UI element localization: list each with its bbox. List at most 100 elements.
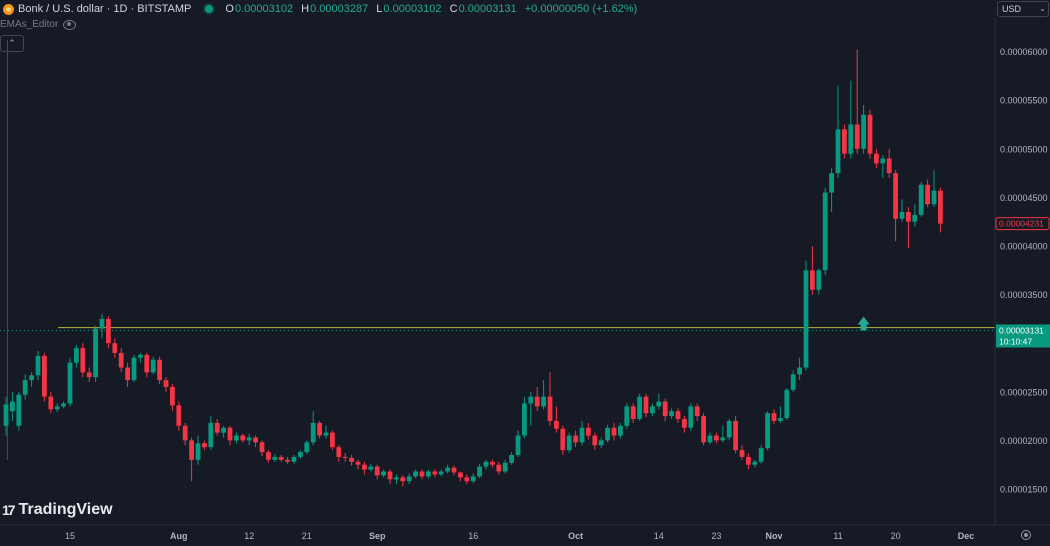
x-tick-label: Dec	[958, 531, 975, 541]
candle-body	[918, 184, 924, 215]
y-tick-label: 0.00005000	[1000, 144, 1048, 154]
indicator-name[interactable]: EMAs_Editor	[0, 19, 59, 30]
candle-body	[688, 406, 694, 428]
candle-body	[605, 427, 610, 441]
candle-body	[189, 440, 194, 460]
candle-body	[253, 437, 258, 443]
candle-body	[880, 158, 886, 164]
candle-body	[790, 374, 796, 390]
candle-body	[285, 459, 290, 462]
candle-body	[317, 422, 322, 436]
indicator-legend[interactable]: EMAs_Editor	[0, 19, 77, 30]
chevron-down-icon: ⌄	[1039, 4, 1046, 13]
candle-body	[195, 443, 201, 460]
high-label: H	[301, 3, 310, 15]
candle-body	[163, 380, 169, 387]
candle-body	[810, 270, 815, 290]
candle-body	[278, 456, 284, 460]
x-tick-label: 12	[244, 531, 254, 541]
candle-body	[368, 466, 374, 470]
candle-body	[272, 456, 278, 460]
y-tick-label: 0.00006000	[1000, 47, 1048, 57]
close-label: C	[449, 3, 458, 15]
candle-body	[694, 406, 700, 417]
candle-body	[784, 389, 790, 419]
change-value: +0.00000050 (+1.62%)	[524, 3, 638, 15]
open-label: O	[225, 3, 234, 15]
x-tick-label: Aug	[170, 531, 188, 541]
candle-body	[394, 477, 399, 480]
candle-body	[387, 471, 393, 480]
logo-text: TradingView	[18, 501, 113, 518]
eye-icon[interactable]	[63, 19, 77, 30]
candle-body	[93, 328, 98, 378]
tradingview-logo[interactable]: 17 TradingView	[2, 501, 113, 519]
candle-body	[490, 461, 495, 465]
candle-body	[534, 396, 540, 407]
candle-body	[771, 413, 777, 421]
candle-body	[842, 129, 847, 154]
candle-body	[765, 413, 770, 449]
candle-body	[259, 442, 265, 453]
candle-body	[342, 456, 348, 458]
gear-icon[interactable]	[1021, 530, 1031, 540]
candle-body	[624, 406, 630, 426]
candle-body	[419, 471, 425, 477]
collapse-legend-button[interactable]: ⌃	[0, 35, 24, 52]
candle-body	[451, 467, 457, 473]
candle-body	[874, 153, 879, 164]
candle-body	[266, 452, 271, 460]
candle-body	[816, 270, 822, 290]
candle-body	[586, 427, 591, 436]
candle-body	[573, 435, 578, 443]
last-close-tag	[995, 217, 1050, 231]
tradingview-mark-icon: 17	[2, 502, 16, 518]
candle-body	[118, 352, 124, 368]
ohlc-values: O0.00003102 H0.00003287 L0.00003102 C0.0…	[225, 3, 642, 15]
candle-body	[3, 404, 9, 426]
candle-body	[131, 357, 137, 381]
candle-body	[835, 129, 841, 174]
candle-body	[682, 419, 687, 428]
market-status-icon[interactable]	[205, 5, 214, 13]
currency-select[interactable]: USD ⌄	[997, 1, 1049, 17]
symbol-header: Bonk / U.S. dollar · 1D · BITSTAMP O0.00…	[0, 0, 642, 18]
candle-body	[227, 427, 233, 441]
candle-body	[86, 372, 92, 378]
candle-body	[598, 440, 604, 446]
candle-body	[618, 425, 623, 436]
candle-body	[848, 124, 854, 154]
candle-body	[726, 420, 732, 438]
candle-body	[515, 435, 521, 455]
y-tick-label: 0.00002500	[1000, 387, 1048, 397]
candle-body	[323, 432, 329, 436]
candle-body	[778, 418, 783, 421]
candle-body	[67, 362, 73, 404]
y-tick-label: 0.00003500	[1000, 290, 1048, 300]
candle-body	[22, 380, 28, 395]
candle-body	[803, 270, 809, 368]
candle-body	[406, 476, 412, 482]
x-tick-label: 21	[302, 531, 312, 541]
x-tick-label: 23	[711, 531, 721, 541]
candle-body	[547, 396, 553, 421]
candle-body	[426, 471, 431, 477]
symbol-title[interactable]: Bonk / U.S. dollar · 1D · BITSTAMP	[18, 3, 192, 15]
candle-body	[669, 411, 674, 417]
candle-body	[99, 318, 105, 329]
x-tick-label: 14	[654, 531, 664, 541]
chevron-up-icon: ⌃	[8, 38, 16, 48]
candle-body	[611, 427, 617, 436]
candle-body	[656, 401, 662, 407]
candle-body	[829, 173, 834, 193]
candle-body	[707, 435, 713, 443]
x-tick-label: 20	[891, 531, 901, 541]
candle-body	[298, 452, 303, 457]
candle-body	[157, 359, 162, 381]
candle-body	[566, 435, 572, 451]
low-label: L	[376, 3, 383, 15]
candle-body	[221, 427, 226, 433]
y-tick-label: 0.00004500	[1000, 193, 1048, 203]
candle-body	[432, 471, 438, 475]
